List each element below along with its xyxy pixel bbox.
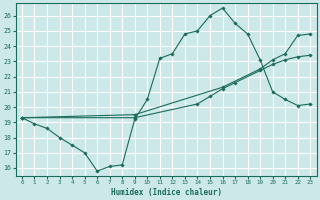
X-axis label: Humidex (Indice chaleur): Humidex (Indice chaleur) — [111, 188, 221, 197]
